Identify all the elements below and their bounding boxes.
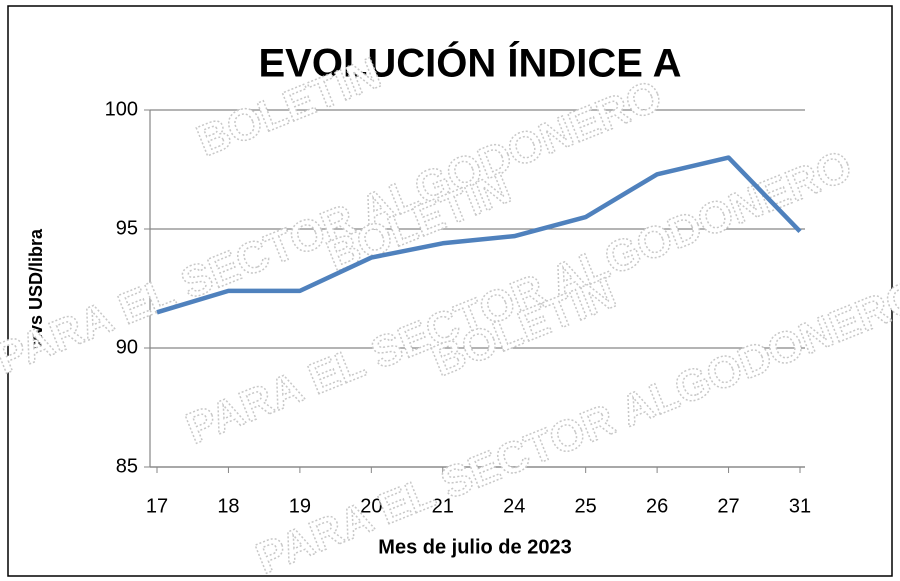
data-line — [156, 155, 802, 315]
chart-border — [7, 5, 893, 577]
x-tick-label: 25 — [575, 495, 597, 517]
y-axis-label: ctvs USD/libra — [26, 228, 46, 351]
x-tick-label: 27 — [717, 495, 739, 517]
x-axis-label: Mes de julio de 2023 — [378, 536, 571, 558]
y-tick-label: 90 — [116, 336, 138, 358]
x-tick-label: 20 — [360, 495, 382, 517]
x-tick-label: 17 — [146, 495, 168, 517]
chart-title: EVOLUCIÓN ÍNDICE A — [259, 40, 682, 86]
x-tick-label: 21 — [432, 495, 454, 517]
x-tick-label: 18 — [217, 495, 239, 517]
x-tick-label: 26 — [646, 495, 668, 517]
y-tick-label: 100 — [105, 98, 138, 120]
x-tick-label: 19 — [289, 495, 311, 517]
y-tick-label: 95 — [116, 217, 138, 239]
x-tick-label: 31 — [789, 495, 811, 517]
y-tick-label: 85 — [116, 455, 138, 477]
x-tick-label: 24 — [503, 495, 525, 517]
